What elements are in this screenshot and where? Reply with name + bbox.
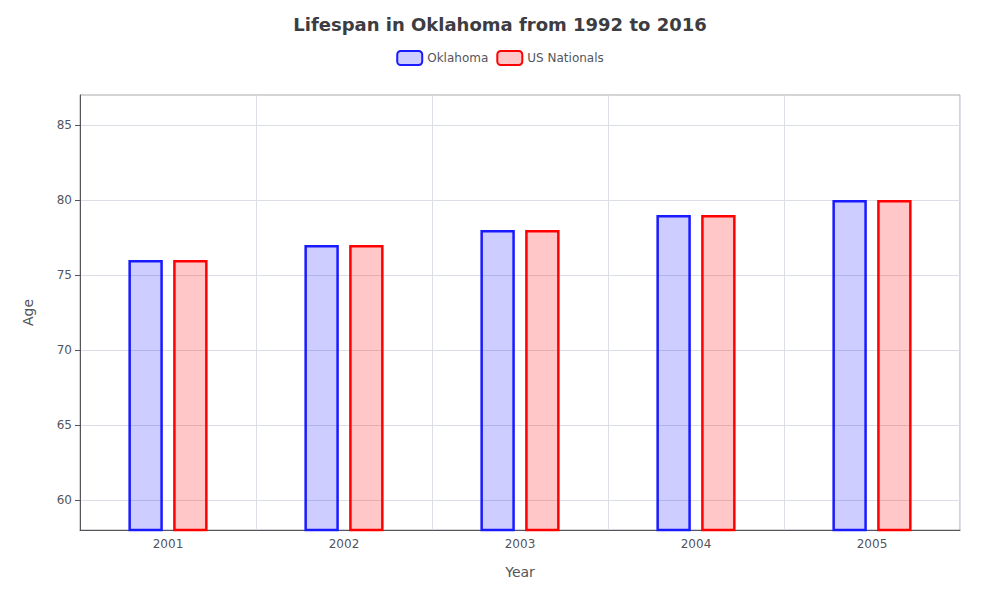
svg-text:70: 70 bbox=[57, 343, 72, 357]
svg-text:75: 75 bbox=[57, 268, 72, 282]
svg-text:Lifespan in Oklahoma from 1992: Lifespan in Oklahoma from 1992 to 2016 bbox=[293, 14, 707, 35]
svg-text:2003: 2003 bbox=[505, 537, 536, 551]
svg-text:US Nationals: US Nationals bbox=[527, 51, 603, 65]
svg-text:Age: Age bbox=[20, 299, 36, 326]
svg-text:65: 65 bbox=[57, 418, 72, 432]
svg-text:80: 80 bbox=[57, 193, 72, 207]
svg-text:Year: Year bbox=[504, 564, 535, 580]
svg-text:2005: 2005 bbox=[857, 537, 888, 551]
svg-text:60: 60 bbox=[57, 493, 72, 507]
svg-text:2002: 2002 bbox=[329, 537, 360, 551]
svg-text:2001: 2001 bbox=[153, 537, 184, 551]
svg-text:2004: 2004 bbox=[681, 537, 712, 551]
svg-text:85: 85 bbox=[57, 118, 72, 132]
svg-text:Oklahoma: Oklahoma bbox=[427, 51, 488, 65]
